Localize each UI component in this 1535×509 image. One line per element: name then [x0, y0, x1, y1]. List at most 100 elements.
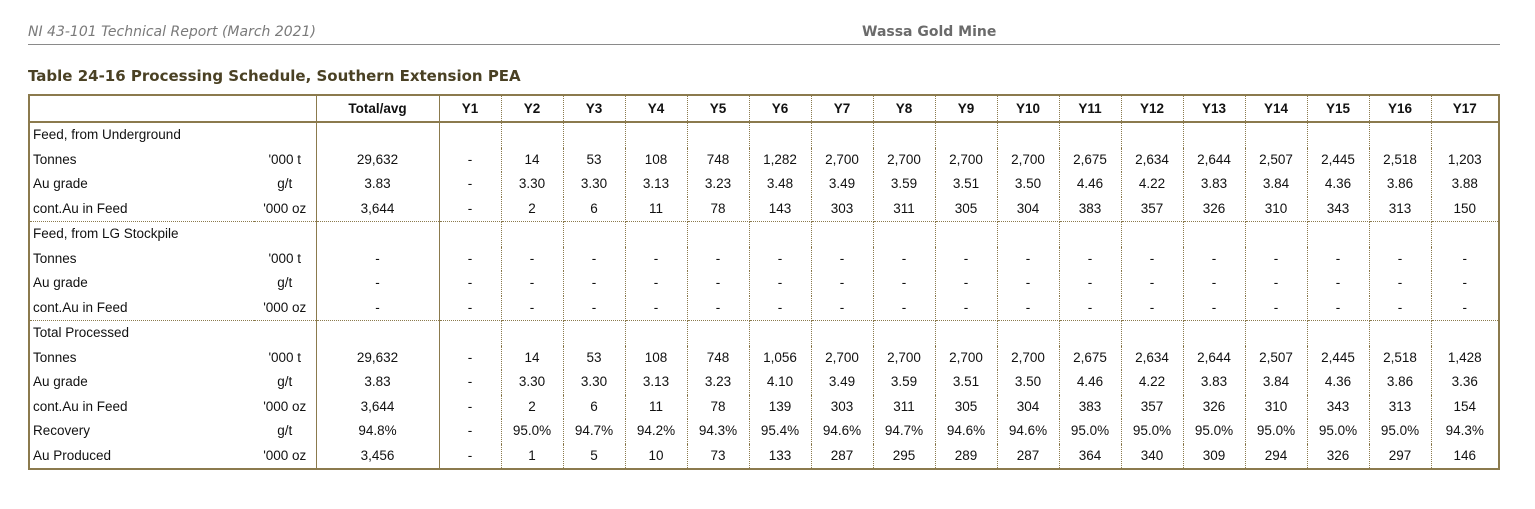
- year-cell: 2,518: [1369, 345, 1432, 370]
- blank-cell: [1183, 320, 1246, 346]
- row-unit: '000 t: [254, 246, 317, 271]
- col-header: Y10: [997, 95, 1060, 123]
- year-cell: -: [873, 246, 936, 271]
- total-cell: -: [316, 271, 440, 296]
- year-cell: 2,700: [935, 345, 998, 370]
- year-cell: 1,282: [749, 147, 812, 172]
- year-cell: -: [563, 271, 626, 296]
- year-cell: -: [439, 172, 502, 197]
- year-cell: -: [749, 246, 812, 271]
- year-cell: 53: [563, 147, 626, 172]
- year-cell: -: [439, 147, 502, 172]
- blank-cell: [687, 221, 750, 247]
- total-cell: 3.83: [316, 172, 440, 197]
- year-cell: 303: [811, 394, 874, 419]
- year-cell: 95.4%: [749, 419, 812, 444]
- blank-cell: [811, 221, 874, 247]
- year-cell: 143: [749, 196, 812, 222]
- year-cell: -: [563, 246, 626, 271]
- table-row: cont.Au in Feed '000 oz 3,644-2 6 11 78 139 303…: [29, 394, 1499, 419]
- year-cell: -: [1369, 295, 1432, 321]
- year-cell: 78: [687, 394, 750, 419]
- col-header: Y11: [1059, 95, 1122, 123]
- year-cell: 3.86: [1369, 370, 1432, 395]
- year-cell: -: [687, 271, 750, 296]
- year-cell: 305: [935, 196, 998, 222]
- year-cell: 53: [563, 345, 626, 370]
- year-cell: 2,634: [1121, 147, 1184, 172]
- year-cell: 4.36: [1307, 370, 1370, 395]
- year-cell: 3.49: [811, 172, 874, 197]
- year-cell: 304: [997, 394, 1060, 419]
- year-cell: 3.51: [935, 370, 998, 395]
- year-cell: 4.36: [1307, 172, 1370, 197]
- year-cell: 94.3%: [1445, 423, 1484, 439]
- year-cell: -: [1121, 271, 1184, 296]
- col-header: Y9: [935, 95, 998, 123]
- total-cell: -: [316, 246, 440, 271]
- year-cell: 4.22: [1121, 172, 1184, 197]
- year-cell: 311: [873, 196, 936, 222]
- blank-cell: [1369, 221, 1432, 247]
- year-cell: 340: [1121, 443, 1184, 469]
- year-cell: 146: [1453, 447, 1477, 463]
- year-cell: 383: [1059, 394, 1122, 419]
- row-unit: '000 t: [254, 147, 317, 172]
- table-row: Tonnes '000 t------------------: [29, 246, 1499, 271]
- year-cell: 311: [873, 394, 936, 419]
- year-cell: -: [1369, 271, 1432, 296]
- year-cell: -: [625, 246, 688, 271]
- year-cell: 289: [935, 443, 998, 469]
- year-cell: 95.0%: [1245, 419, 1308, 444]
- year-cell: -: [1121, 295, 1184, 321]
- year-cell: -: [439, 394, 502, 419]
- year-cell: 2,700: [935, 147, 998, 172]
- year-cell: 3.48: [749, 172, 812, 197]
- year-cell: 3.30: [501, 370, 564, 395]
- year-cell: 154: [1453, 398, 1477, 414]
- table-body: Feed, from Underground Tonnes '000 t 29,632…: [29, 122, 1499, 469]
- col-header: Y12: [1121, 95, 1184, 123]
- year-cell: 343: [1307, 196, 1370, 222]
- blank-cell: [439, 221, 502, 247]
- year-cell: 2,445: [1307, 147, 1370, 172]
- col-header: Y5: [687, 95, 750, 123]
- year-cell: 3.84: [1245, 172, 1308, 197]
- year-cell: 3.86: [1369, 172, 1432, 197]
- year-cell: 2,700: [811, 147, 874, 172]
- year-cell: 3.83: [1183, 370, 1246, 395]
- blank-cell: [873, 221, 936, 247]
- total-cell: 29,632: [316, 345, 440, 370]
- year-cell: -: [997, 246, 1060, 271]
- blank-cell: [625, 122, 688, 148]
- blank-cell: [997, 320, 1060, 346]
- blank-cell: [439, 320, 502, 346]
- year-cell: -: [439, 196, 502, 222]
- year-cell: -: [749, 295, 812, 321]
- blank-cell: [1307, 221, 1370, 247]
- table-header-row: Total/avg Y1 Y2 Y3 Y4 Y5 Y6 Y7 Y8 Y9 Y10…: [29, 95, 1499, 123]
- year-cell: -: [563, 295, 626, 321]
- year-cell: 3.23: [687, 370, 750, 395]
- year-cell: -: [1431, 295, 1499, 321]
- total-cell: 3,456: [316, 443, 440, 469]
- section-title-row: Total Processed: [29, 320, 1499, 346]
- col-header: Y17: [1431, 95, 1499, 123]
- year-cell: 313: [1369, 196, 1432, 222]
- section-title-row: Feed, from Underground: [29, 122, 1499, 148]
- year-cell: 294: [1245, 443, 1308, 469]
- blank-cell: [935, 221, 998, 247]
- year-cell: -: [1183, 271, 1246, 296]
- year-cell: 287: [811, 443, 874, 469]
- total-cell: 3,644: [316, 196, 440, 222]
- blank-cell: [254, 320, 317, 346]
- row-label: Recovery: [33, 423, 91, 439]
- year-cell: -: [1245, 271, 1308, 296]
- col-header: Y14: [1245, 95, 1308, 123]
- year-cell: -: [439, 246, 502, 271]
- row-unit: g/t: [254, 370, 317, 395]
- year-cell: 748: [687, 345, 750, 370]
- blank-cell: [935, 320, 998, 346]
- blank-cell: [1059, 320, 1122, 346]
- row-label: Au grade: [33, 176, 88, 192]
